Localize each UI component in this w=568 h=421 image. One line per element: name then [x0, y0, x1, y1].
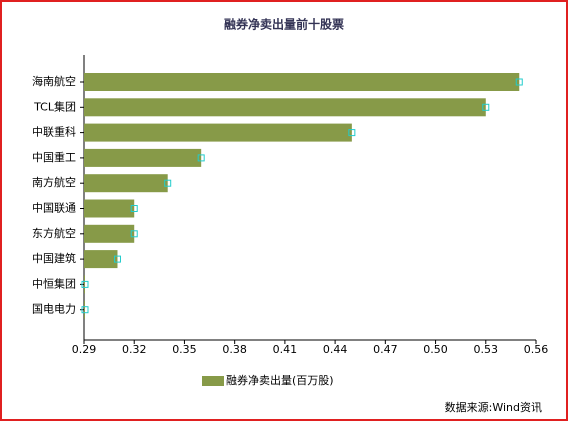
x-tick-label: 0.56 [524, 343, 549, 356]
bar [84, 275, 85, 294]
point-marker [130, 205, 138, 212]
bar [84, 250, 118, 269]
y-tick-label: 东方航空 [32, 226, 76, 240]
point-marker [482, 103, 490, 111]
point-marker [113, 255, 121, 263]
x-tick-label: 0.50 [423, 343, 448, 356]
bar [84, 300, 85, 319]
y-tick-label: 海南航空 [32, 74, 76, 88]
chart-title: 融券净卖出量前十股票 [224, 17, 344, 32]
point-marker [130, 230, 138, 238]
bar [84, 199, 135, 218]
legend-swatch [202, 376, 224, 386]
point-marker [348, 129, 356, 137]
x-tick-label: 0.53 [474, 343, 499, 356]
y-tick-label: 中国联通 [32, 202, 76, 215]
bar [84, 148, 202, 167]
bar [84, 98, 486, 117]
bar [84, 174, 168, 193]
bar [84, 123, 352, 142]
point-marker [197, 154, 205, 162]
y-tick-label: 中联重科 [32, 125, 76, 139]
x-tick-label: 0.35 [172, 343, 197, 356]
y-tick-label: 中国重工 [32, 150, 76, 164]
legend-label: 融券净卖出量(百万股) [226, 373, 334, 387]
point-marker [164, 179, 172, 187]
y-tick-label: 中恒集团 [32, 276, 76, 290]
y-tick-label: 中国建筑 [32, 251, 76, 265]
x-tick-label: 0.32 [122, 343, 147, 356]
source-note: 数据来源:Wind资讯 [445, 400, 542, 414]
point-marker [81, 280, 89, 288]
y-tick-label: 国电电力 [32, 303, 76, 316]
point-marker [515, 78, 523, 86]
x-tick-label: 0.29 [72, 343, 97, 356]
x-tick-label: 0.38 [222, 343, 247, 356]
point-marker [81, 306, 89, 314]
y-tick-label: 南方航空 [32, 175, 76, 189]
bar [84, 73, 520, 91]
x-tick-label: 0.41 [273, 343, 298, 356]
x-tick-label: 0.47 [373, 343, 398, 356]
bar [84, 224, 135, 243]
x-tick-label: 0.44 [323, 343, 348, 356]
y-tick-label: TCL集团 [33, 99, 76, 113]
